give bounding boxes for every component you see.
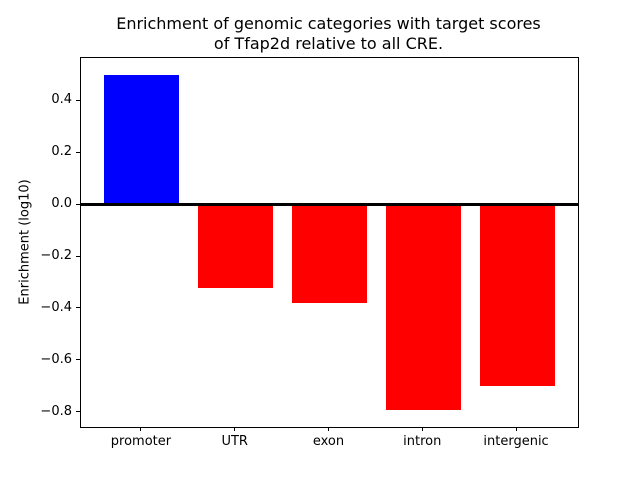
zero-line <box>81 203 578 207</box>
y-tick-mark <box>76 359 80 361</box>
x-tick-label-intergenic: intergenic <box>483 434 549 449</box>
y-tick-mark <box>76 151 80 153</box>
x-tick-mark <box>234 427 236 431</box>
chart-title-line1: Enrichment of genomic categories with ta… <box>116 14 541 33</box>
bar-exon <box>291 204 367 304</box>
x-tick-label-promoter: promoter <box>110 434 172 449</box>
y-tick-label: −0.2 <box>40 248 72 264</box>
x-tick-mark <box>421 427 423 431</box>
y-tick-mark <box>76 99 80 101</box>
plot-area <box>80 57 579 428</box>
x-tick-mark <box>140 427 142 431</box>
y-tick-label: −0.8 <box>40 403 72 419</box>
y-tick-label: −0.4 <box>40 299 72 315</box>
y-tick-label: 0.4 <box>51 92 72 108</box>
y-tick-mark <box>76 411 80 413</box>
y-tick-mark <box>76 203 80 205</box>
y-tick-label: 0.0 <box>51 196 72 212</box>
y-tick-label: 0.2 <box>51 144 72 160</box>
x-tick-mark <box>328 427 329 431</box>
x-tick-label-exon: exon <box>312 434 345 449</box>
x-tick-label-intron: intron <box>403 434 442 449</box>
bar-UTR <box>198 204 274 288</box>
bar-promoter <box>104 74 180 205</box>
y-tick-mark <box>76 255 80 257</box>
x-tick-label-UTR: UTR <box>221 434 248 449</box>
y-tick-label: −0.6 <box>40 351 72 367</box>
y-tick-mark <box>76 307 80 309</box>
bar-intron <box>385 204 461 410</box>
bar-intergenic <box>479 204 555 387</box>
x-tick-mark <box>515 427 517 431</box>
chart-title-line2: of Tfap2d relative to all CRE. <box>213 34 444 53</box>
chart-title: Enrichment of genomic categories with ta… <box>80 14 577 54</box>
